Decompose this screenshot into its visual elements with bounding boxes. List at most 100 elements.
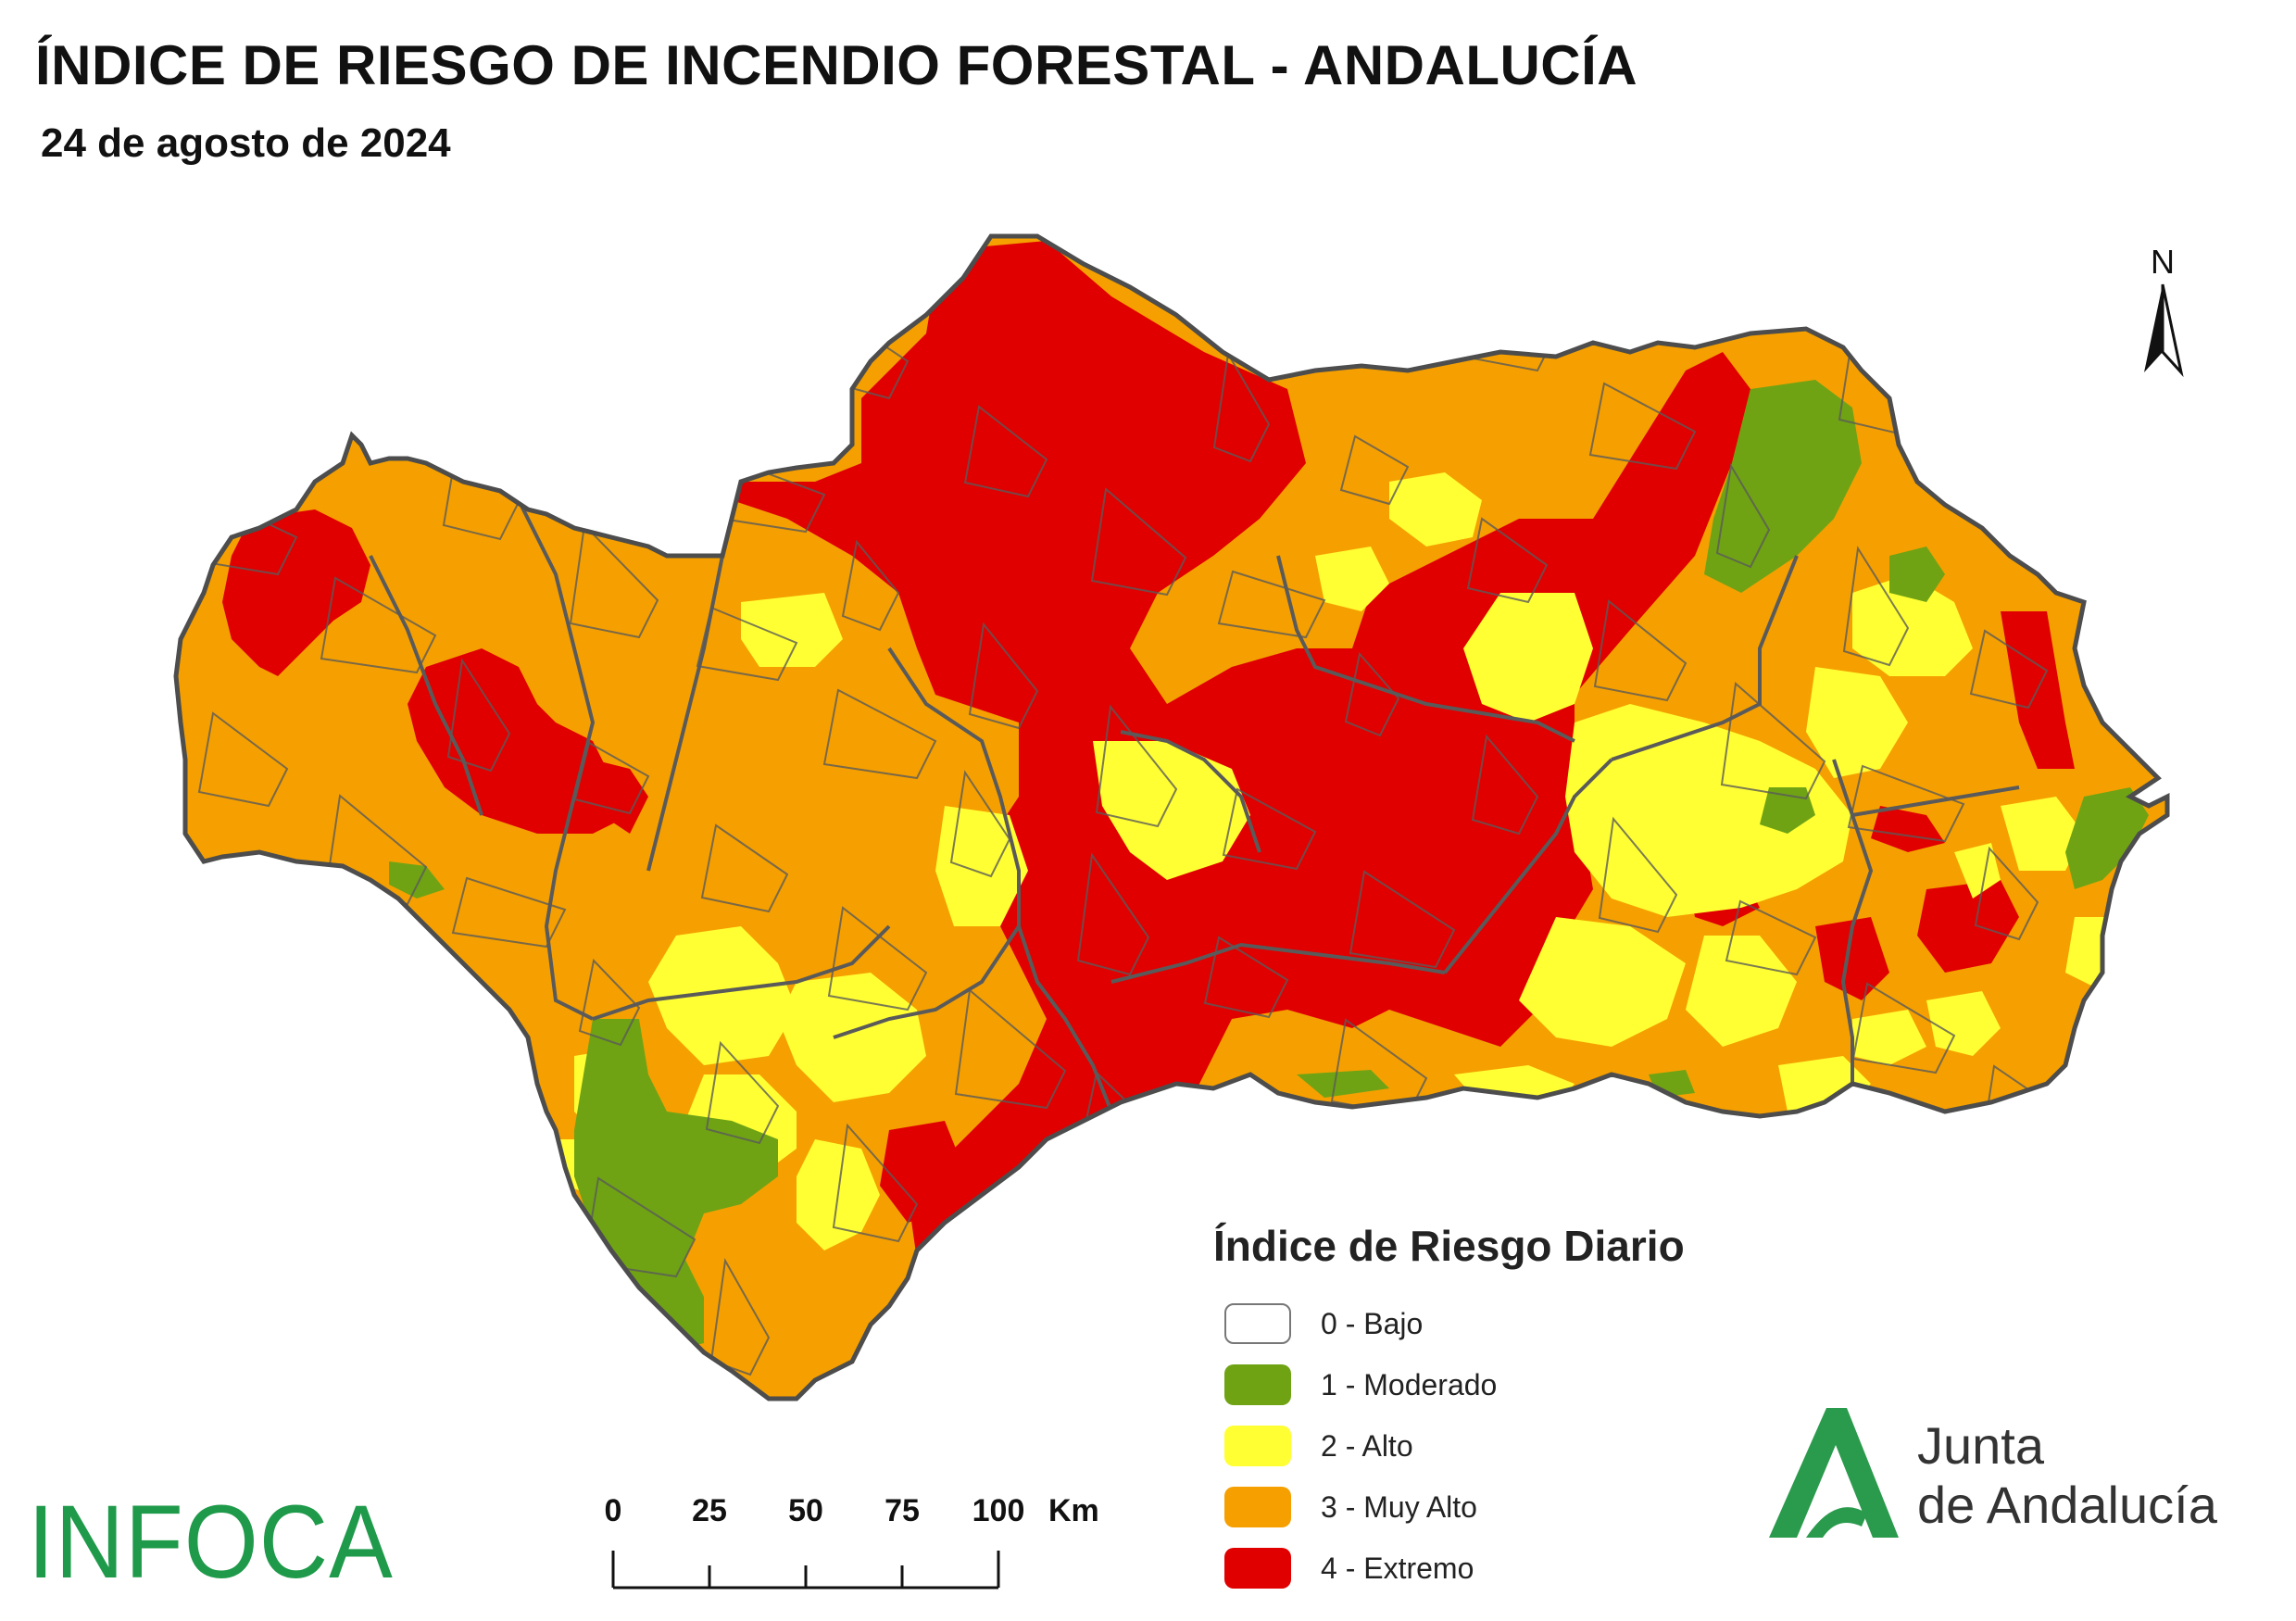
risk-zone-extremo (1815, 917, 1889, 1000)
municipal-border (696, 606, 798, 682)
risk-zone-extremo (408, 648, 630, 834)
scale-tick-label: 100 (972, 1493, 1025, 1528)
municipal-border (827, 906, 928, 1012)
legend-swatch-bajo (1224, 1303, 1291, 1344)
scale-bar-graphic (611, 1551, 1000, 1590)
municipal-border (1090, 487, 1187, 597)
risk-zone-alto (2001, 797, 2084, 871)
risk-zone-moderado (1297, 1070, 1389, 1098)
municipal-border (1344, 651, 1400, 737)
legend-item-muy-alto: 3 - Muy Alto (1224, 1476, 1685, 1538)
scale-unit: Km (1048, 1493, 1099, 1528)
legend-item-bajo: 0 - Bajo (1224, 1293, 1685, 1354)
municipal-border (1212, 351, 1271, 463)
scale-tick-label: 75 (885, 1493, 920, 1528)
risk-zone-extremo (1917, 880, 2019, 973)
risk-zone-alto (1686, 936, 1797, 1047)
legend-label: 1 - Moderado (1321, 1367, 1498, 1401)
risk-zone-alto (1565, 704, 1852, 917)
risk-zone-alto (1852, 574, 1973, 676)
municipal-border (1217, 570, 1326, 639)
risk-zone-extremo (1213, 806, 1519, 963)
municipal-border (1847, 764, 1965, 843)
province-border (646, 555, 724, 872)
legend-label: 3 - Muy Alto (1321, 1489, 1477, 1524)
scale-bar: 0 25 50 75 100 Km (602, 1493, 1121, 1595)
risk-zone-extremo (880, 1121, 963, 1223)
municipal-border (1339, 434, 1410, 506)
municipal-border (1085, 1288, 1197, 1384)
junta-de-andalucia-logo: Junta de Andalucía (1769, 1408, 2269, 1547)
risk-zone-alto (1093, 741, 1250, 880)
municipal-border (1466, 517, 1549, 604)
province-border (1443, 758, 1613, 974)
municipal-border (202, 928, 280, 1039)
north-label: N (2151, 243, 2175, 281)
municipal-border (446, 658, 511, 773)
municipal-border (333, 1229, 409, 1313)
municipal-border (578, 958, 641, 1047)
municipal-border (968, 622, 1039, 730)
municipal-border (1720, 682, 1826, 800)
municipal-border (1725, 899, 1817, 976)
risk-zone-moderado (389, 861, 445, 898)
municipal-border (456, 1094, 558, 1180)
risk-zone-alto (1926, 991, 2001, 1056)
scale-tick-label: 0 (604, 1493, 622, 1528)
province-border (517, 499, 596, 1021)
municipal-border (1964, 410, 2058, 534)
municipal-border (700, 823, 789, 913)
infoca-logo: INFOCA (28, 1484, 394, 1600)
municipal-border (451, 876, 567, 949)
municipal-border (569, 522, 659, 639)
province-border (369, 555, 483, 816)
municipal-border (1974, 846, 2039, 941)
risk-zone-alto (935, 806, 1028, 926)
municipal-border (1222, 787, 1317, 871)
municipal-border (329, 1012, 419, 1082)
municipal-border (954, 988, 1067, 1110)
legend: Índice de Riesgo Diario 0 - Bajo 1 - Mod… (1213, 1221, 1685, 1599)
province-border (833, 924, 1021, 1039)
risk-zone-alto (1315, 547, 1389, 611)
risk-zone-alto (1519, 917, 1686, 1047)
municipal-border (1842, 546, 1910, 667)
province-border (1120, 730, 1261, 853)
legend-label: 2 - Alto (1321, 1428, 1413, 1463)
municipal-border (315, 358, 382, 443)
municipal-border (959, 1206, 1058, 1286)
map-date: 24 de agosto de 2024 (41, 120, 451, 166)
municipal-border (1588, 382, 1697, 471)
risk-zone-moderado (1760, 787, 1815, 834)
map-title: ÍNDICE DE RIESGO DE INCENDIO FORESTAL - … (35, 34, 1638, 96)
municipal-border (1598, 816, 1678, 934)
risk-zone-extremo (732, 241, 1750, 1260)
municipal-border (1969, 629, 2049, 710)
legend-swatch-moderado (1224, 1364, 1291, 1405)
legend-swatch-alto (1224, 1426, 1291, 1466)
risk-zone-extremo (648, 468, 722, 519)
junta-text-line1: Junta (1917, 1416, 2044, 1475)
legend-item-alto: 2 - Alto (1224, 1415, 1685, 1476)
municipal-border (460, 293, 548, 393)
municipal-border (1593, 599, 1687, 702)
municipal-border (709, 1257, 771, 1376)
municipal-border (197, 711, 289, 808)
municipal-border (1851, 982, 1956, 1074)
municipal-border (320, 576, 437, 674)
municipal-border (1471, 734, 1539, 836)
junta-emblem-icon (1769, 1408, 1899, 1538)
municipal-border (1711, 1264, 1780, 1356)
risk-zone-moderado (2065, 787, 2149, 889)
province-border (1851, 785, 2020, 817)
province-border (592, 924, 891, 1021)
legend-label: 0 - Bajo (1321, 1306, 1424, 1340)
risk-zone-alto (778, 973, 926, 1102)
municipal-border (841, 539, 900, 632)
risk-zone-alto (1389, 472, 1482, 547)
risk-zone-moderado (1889, 547, 1945, 602)
municipal-border (188, 276, 243, 345)
municipal-border (1095, 704, 1178, 828)
risk-zone-alto (648, 926, 797, 1065)
